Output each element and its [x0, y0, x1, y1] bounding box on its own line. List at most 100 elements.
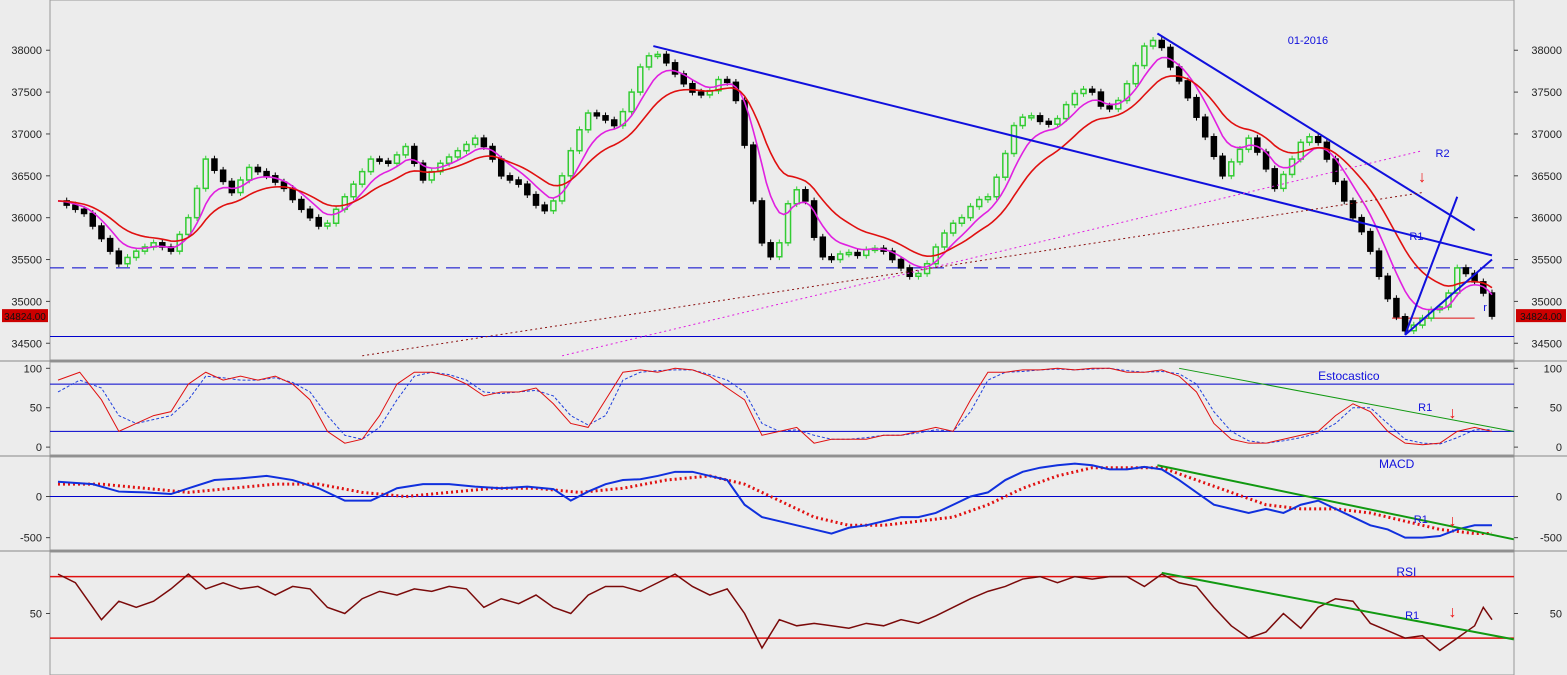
panel-3	[46, 551, 1518, 675]
candle	[819, 236, 827, 258]
candle	[550, 200, 557, 212]
candle	[124, 256, 131, 265]
r1-label: R1	[1409, 231, 1423, 243]
candle	[72, 204, 79, 211]
candle	[245, 166, 253, 181]
candle	[89, 212, 97, 227]
candle	[1002, 152, 1009, 178]
candle	[889, 250, 896, 261]
y-tick-label-right: 35500	[1531, 255, 1562, 267]
candle	[385, 160, 392, 165]
candle	[1401, 315, 1409, 332]
candle	[828, 255, 835, 261]
y-tick-label-left: 34500	[11, 338, 42, 350]
candle	[350, 183, 357, 198]
candle	[132, 250, 140, 259]
y-tick-label-left: 37000	[11, 129, 42, 141]
y-tick-label-left: 35500	[11, 255, 42, 267]
macd-title: MACD	[1379, 457, 1415, 471]
candle	[975, 198, 983, 208]
y-tick-label-left: 0	[36, 492, 42, 504]
candle	[1132, 64, 1139, 85]
candle	[1306, 135, 1313, 144]
candle	[280, 181, 288, 190]
candle	[1141, 45, 1148, 67]
candle	[671, 62, 679, 75]
stoch-k-line	[57, 367, 1493, 446]
candle	[654, 53, 661, 58]
candle	[1462, 267, 1470, 275]
panel-2	[0, 456, 1567, 552]
candle	[1314, 135, 1322, 144]
candle	[863, 249, 870, 257]
y-tick-label-right: -500	[1540, 533, 1562, 545]
candle	[689, 82, 696, 93]
stoch-down-arrow: ↓	[1449, 405, 1457, 422]
candle	[593, 112, 601, 117]
candle	[1236, 148, 1244, 163]
y-tick-label-left: -500	[20, 533, 42, 545]
candle	[263, 170, 270, 177]
y-tick-label-right: 35000	[1531, 296, 1562, 308]
candle	[115, 250, 123, 265]
candle	[298, 198, 305, 211]
panel-0	[0, 0, 1567, 362]
candle	[98, 225, 105, 240]
candle	[306, 208, 314, 219]
candle	[697, 91, 705, 96]
moving-average-slow	[57, 75, 1493, 289]
candle	[1201, 116, 1209, 138]
candle	[1036, 115, 1044, 123]
last-price-box-left	[2, 309, 48, 323]
rising-trendline-1	[1404, 258, 1493, 336]
candle	[567, 149, 575, 177]
candle	[1367, 230, 1374, 252]
candle	[1158, 39, 1165, 49]
candle	[463, 143, 470, 152]
candle	[602, 115, 609, 121]
candle	[810, 200, 818, 238]
candle	[958, 216, 966, 225]
candle	[254, 166, 262, 173]
y-tick-label-right: 36000	[1531, 213, 1562, 225]
y-tick-label-right: 50	[1550, 403, 1562, 415]
candle	[1019, 116, 1026, 127]
date-annotation: 01-2016	[1288, 35, 1328, 47]
candle	[402, 145, 409, 156]
rsi-down-arrow: ↓	[1449, 604, 1457, 621]
r-label: r	[1483, 302, 1487, 314]
y-tick-label-right: 0	[1556, 492, 1562, 504]
candle	[619, 110, 627, 127]
candle	[1080, 88, 1087, 95]
y-tick-label-right: 0	[1556, 442, 1562, 454]
y-tick-label-right: 38000	[1531, 45, 1562, 57]
panel-frame	[49, 0, 1515, 361]
candle	[1488, 292, 1496, 317]
candle	[845, 251, 853, 256]
candle	[1358, 216, 1365, 233]
candle	[1175, 66, 1183, 82]
y-tick-label-left: 35000	[11, 296, 42, 308]
candle	[497, 158, 505, 177]
candle	[219, 169, 227, 183]
candle	[228, 180, 236, 194]
candle	[1071, 92, 1079, 106]
candle	[984, 195, 992, 201]
candle	[1028, 115, 1035, 119]
candle	[723, 78, 731, 84]
macd-signal-line	[58, 466, 1492, 536]
candle	[750, 144, 757, 202]
y-tick-label-right: 34500	[1531, 338, 1562, 350]
candle	[836, 253, 844, 261]
candle	[1054, 117, 1061, 125]
stoch-r1-label: R1	[1418, 402, 1432, 414]
y-tick-label-right: 50	[1550, 609, 1562, 621]
candle	[1123, 82, 1131, 102]
candle	[1167, 46, 1174, 68]
candle	[1228, 161, 1235, 177]
candle	[471, 137, 479, 146]
candle	[515, 179, 522, 185]
candle	[506, 175, 514, 181]
candle	[576, 129, 583, 152]
